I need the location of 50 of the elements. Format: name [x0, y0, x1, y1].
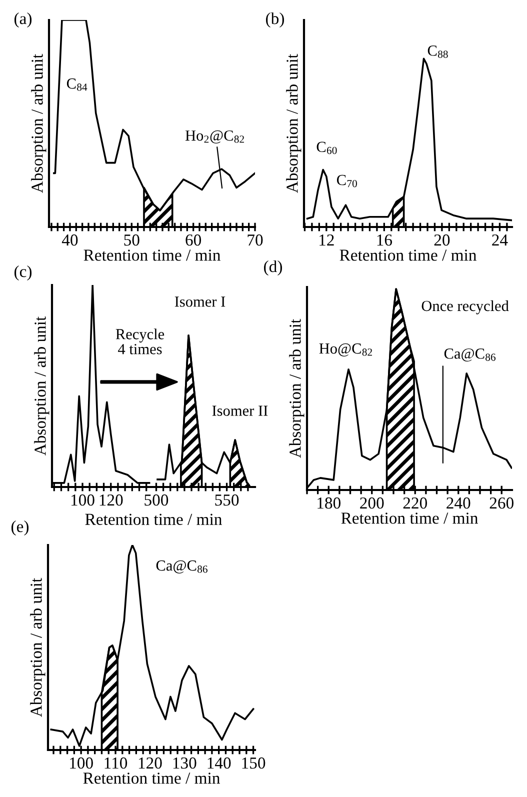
y-axis-title: Absorption / arb unit	[34, 316, 50, 456]
y-axis-title: Absorption / arb unit	[30, 578, 46, 718]
x-tick-label: 120	[138, 757, 162, 769]
x-tick-label: 16	[377, 234, 392, 246]
y-axis-title: Absorption / arb unit	[289, 318, 304, 458]
x-tick-label: 240	[446, 497, 470, 509]
annotation: Once recycled	[422, 300, 509, 314]
x-axis-title: Retention time / min	[341, 512, 478, 524]
x-tick-label: 100	[70, 757, 93, 769]
chart-title: (d)	[264, 260, 282, 276]
chart-title: (b)	[266, 12, 284, 28]
annotation: Ca@C$_{86}$	[156, 560, 208, 574]
x-tick-label: 500	[144, 494, 168, 506]
annotation: C$_{60}$	[316, 142, 337, 154]
x-tick-label: 50	[124, 234, 140, 246]
text: C$_{88}$	[428, 46, 448, 58]
x-tick-label: 180	[318, 497, 340, 509]
x-tick-label: 150	[242, 757, 266, 769]
annotation: Ca@C$_{86}$	[444, 348, 496, 362]
chart-title: (c)	[14, 265, 32, 281]
annotation: C$_{70}$	[336, 174, 357, 188]
x-tick-label: 12	[320, 234, 334, 246]
x-tick-label: 110	[104, 757, 128, 769]
x-tick-label: 200	[360, 497, 384, 509]
x-tick-label: 260	[490, 497, 514, 509]
x-tick-label: 40	[62, 234, 78, 246]
x-tick-label: 24	[492, 234, 508, 246]
annotation: Ho@C$_{82}$	[319, 343, 372, 356]
annotation: Recycle 4 times	[116, 328, 164, 354]
x-tick-label: 60	[186, 234, 202, 246]
x-tick-label: 220	[403, 497, 427, 509]
x-axis-title: Retention time / min	[85, 514, 222, 525]
chart-title: (e)	[11, 520, 29, 536]
y-axis-title: Absorption / arb unit	[286, 54, 302, 194]
text: Isomer I	[174, 296, 226, 307]
x-tick-label: 130	[173, 757, 196, 769]
x-axis-title: Retention time / min	[340, 250, 476, 261]
x-tick-label: 550	[215, 494, 239, 506]
x-tick-label: 120	[100, 494, 123, 506]
x-axis-title: Retention time / min	[84, 250, 220, 261]
y-axis-title: Absorption / arb unit	[31, 54, 46, 194]
annotation: Isomer II	[212, 406, 268, 416]
chart-title: (a)	[14, 12, 32, 28]
x-tick-label: 140	[208, 757, 231, 769]
x-tick-label: 70	[248, 234, 263, 246]
x-axis-title: Retention time / min	[83, 772, 220, 784]
annotation: Ho$_{2}$@C$_{82}$	[185, 130, 244, 144]
x-tick-label: 100	[71, 494, 94, 506]
x-tick-label: 20	[434, 234, 450, 246]
annotation: C$_{84}$	[66, 78, 88, 91]
